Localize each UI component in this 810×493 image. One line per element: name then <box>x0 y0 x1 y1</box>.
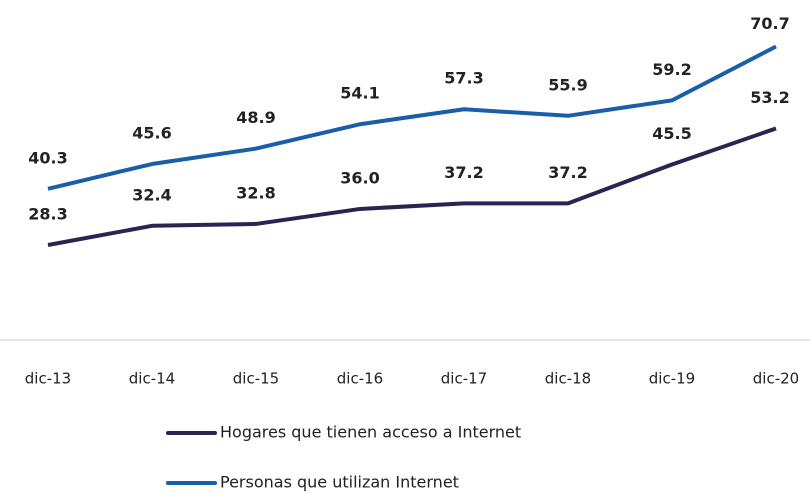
x-tick-label: dic-14 <box>129 370 175 388</box>
line <box>47 44 777 191</box>
legend-label: Personas que utilizan Internet <box>220 473 459 492</box>
x-tick-label: dic-16 <box>337 370 383 388</box>
data-label: 55.9 <box>548 75 587 94</box>
x-tick-label: dic-17 <box>441 370 487 388</box>
x-tick-label: dic-19 <box>649 370 695 388</box>
data-label: 32.8 <box>236 183 275 202</box>
data-label: 53.2 <box>750 88 789 107</box>
data-label: 37.2 <box>444 163 483 182</box>
data-label: 54.1 <box>340 84 379 103</box>
data-label: 32.4 <box>132 185 171 204</box>
data-label: 57.3 <box>444 69 483 88</box>
x-tick-label: dic-15 <box>233 370 279 388</box>
x-tick-label: dic-18 <box>545 370 591 388</box>
x-tick-label: dic-20 <box>753 370 799 388</box>
legend-label: Hogares que tienen acceso a Internet <box>220 423 521 442</box>
data-label: 48.9 <box>236 108 275 127</box>
data-label: 28.3 <box>28 204 67 223</box>
line <box>47 126 777 247</box>
data-label: 37.2 <box>548 163 587 182</box>
data-label: 45.5 <box>652 124 691 143</box>
data-label: 45.6 <box>132 124 171 143</box>
x-tick-label: dic-13 <box>25 370 71 388</box>
data-label: 40.3 <box>28 148 67 167</box>
data-label: 36.0 <box>340 168 379 187</box>
data-label: 70.7 <box>750 14 789 33</box>
data-label: 59.2 <box>652 60 691 79</box>
